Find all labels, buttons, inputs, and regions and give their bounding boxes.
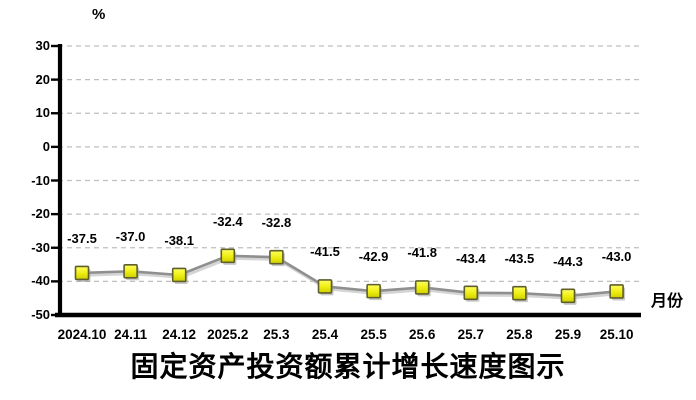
data-label: -38.1 bbox=[164, 232, 194, 248]
data-label: -41.8 bbox=[407, 245, 437, 261]
data-label: -32.4 bbox=[212, 213, 243, 229]
y-tick-label: 20 bbox=[35, 71, 50, 87]
data-point-marker bbox=[317, 279, 333, 294]
data-label: -42.9 bbox=[358, 249, 389, 265]
x-tick-label: 24.11 bbox=[114, 327, 148, 342]
y-tick-label: 0 bbox=[42, 138, 50, 154]
data-point-marker bbox=[74, 265, 90, 281]
data-label: -41.5 bbox=[310, 244, 340, 260]
x-tick-label: 2025.2 bbox=[207, 327, 249, 342]
x-axis-unit-label: 月份 bbox=[651, 293, 684, 310]
data-point-marker bbox=[463, 285, 479, 301]
x-tick-label: 2024.10 bbox=[57, 327, 107, 342]
x-tick-label: 25.8 bbox=[506, 327, 533, 342]
data-point-marker bbox=[220, 248, 236, 264]
data-label: -32.8 bbox=[261, 215, 292, 231]
y-tick-label: -40 bbox=[31, 273, 50, 289]
y-tick-label: 10 bbox=[35, 105, 50, 121]
data-label: -43.4 bbox=[455, 250, 486, 266]
y-axis-unit-label: % bbox=[92, 6, 106, 23]
data-label: -37.0 bbox=[115, 229, 146, 245]
data-label: -43.5 bbox=[504, 251, 535, 267]
data-point-marker bbox=[609, 284, 624, 299]
data-label: -43.0 bbox=[601, 249, 632, 265]
y-tick-label: -50 bbox=[31, 307, 50, 322]
data-point-marker bbox=[123, 263, 138, 279]
y-tick-label: -10 bbox=[31, 172, 50, 188]
x-tick-label: 25.6 bbox=[409, 327, 436, 342]
data-label: -37.5 bbox=[67, 230, 97, 246]
y-tick-label: 30 bbox=[35, 38, 50, 53]
x-tick-label: 25.4 bbox=[311, 327, 339, 342]
data-point-marker bbox=[560, 288, 576, 304]
x-tick-label: 25.7 bbox=[457, 327, 484, 342]
x-tick-label: 25.9 bbox=[554, 327, 582, 342]
data-point-marker bbox=[269, 249, 284, 265]
data-point-marker bbox=[512, 285, 527, 301]
x-tick-label: 24.12 bbox=[162, 327, 197, 342]
x-tick-label: 25.5 bbox=[360, 327, 387, 342]
chart-title: 固定资产投资额累计增长速度图示 bbox=[130, 352, 566, 383]
x-tick-label: 25.10 bbox=[599, 327, 634, 342]
data-point-marker bbox=[171, 267, 187, 283]
y-tick-label: -20 bbox=[31, 206, 50, 222]
data-point-marker bbox=[366, 283, 381, 299]
data-label: -44.3 bbox=[553, 253, 583, 269]
data-point-marker bbox=[414, 280, 430, 295]
y-tick-label: -30 bbox=[31, 239, 50, 255]
x-tick-label: 25.3 bbox=[263, 327, 290, 342]
